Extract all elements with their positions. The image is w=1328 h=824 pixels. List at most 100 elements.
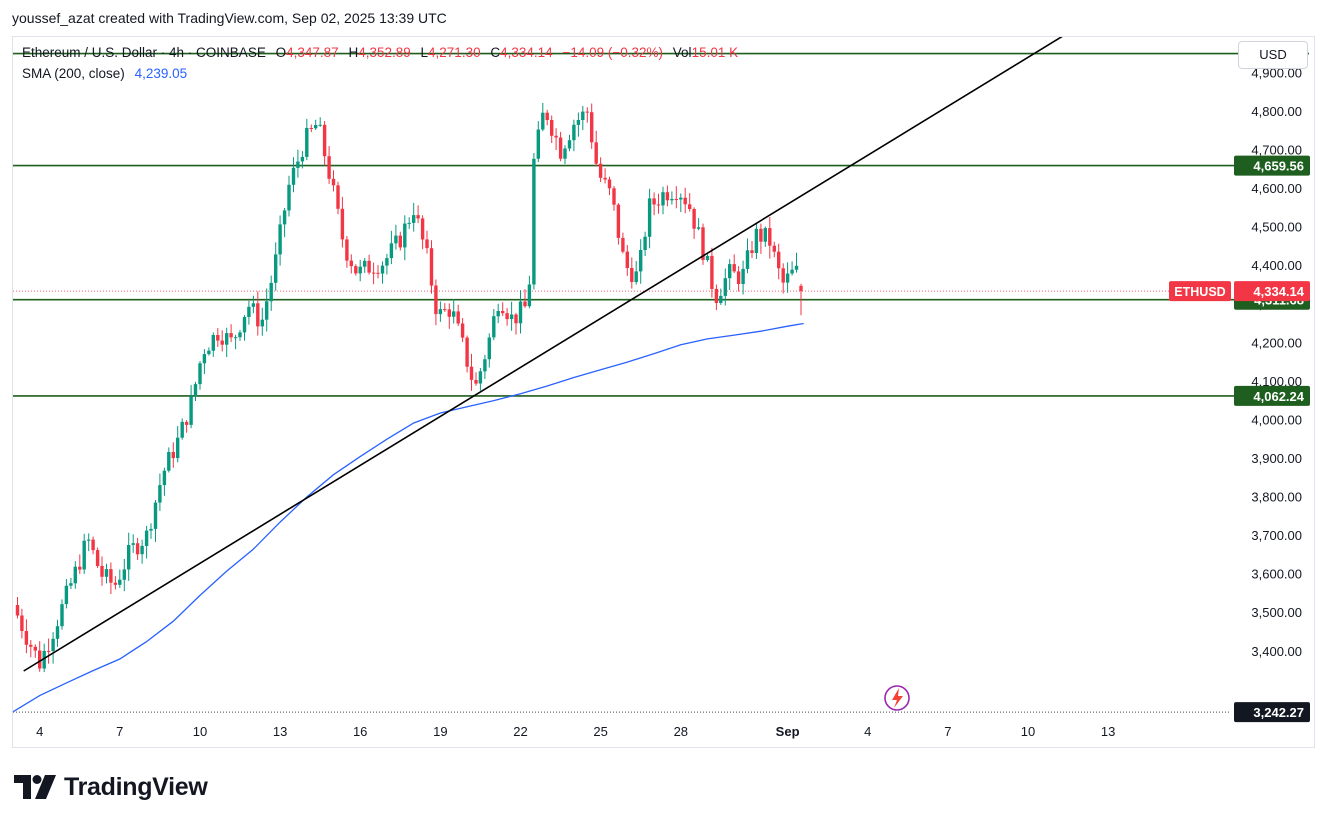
candle[interactable] xyxy=(478,371,483,384)
candle[interactable] xyxy=(616,204,621,238)
candle[interactable] xyxy=(719,295,723,303)
candle[interactable] xyxy=(550,120,554,136)
candle[interactable] xyxy=(176,437,180,459)
candle[interactable] xyxy=(278,224,282,255)
candle[interactable] xyxy=(127,545,131,570)
candle[interactable] xyxy=(505,313,509,320)
candle[interactable] xyxy=(696,227,701,229)
candle[interactable] xyxy=(398,235,402,248)
candle[interactable] xyxy=(242,317,247,333)
candle[interactable] xyxy=(238,332,242,338)
candle[interactable] xyxy=(683,197,687,205)
candle[interactable] xyxy=(64,585,69,605)
candle[interactable] xyxy=(385,258,389,266)
candle[interactable] xyxy=(741,268,745,284)
symbol-title[interactable]: Ethereum / U.S. Dollar · 4h · COINBASE xyxy=(22,45,266,60)
currency-button[interactable]: USD xyxy=(1238,41,1308,69)
candle[interactable] xyxy=(781,268,785,283)
candle[interactable] xyxy=(754,228,759,253)
candle[interactable] xyxy=(492,316,496,338)
candle[interactable] xyxy=(652,198,656,205)
candle[interactable] xyxy=(532,158,536,285)
candle[interactable] xyxy=(665,192,670,201)
ticker-badge[interactable] xyxy=(1169,281,1231,302)
candle[interactable] xyxy=(518,301,523,324)
candle[interactable] xyxy=(282,210,287,225)
candle[interactable] xyxy=(674,199,678,200)
candle[interactable] xyxy=(389,243,394,259)
candle[interactable] xyxy=(763,228,767,242)
sma-line[interactable] xyxy=(12,322,804,713)
candle[interactable] xyxy=(536,129,540,159)
candle[interactable] xyxy=(416,215,420,219)
candle[interactable] xyxy=(429,248,434,286)
candle[interactable] xyxy=(82,540,86,570)
candle[interactable] xyxy=(91,539,95,551)
candle[interactable] xyxy=(407,222,411,224)
candle[interactable] xyxy=(661,192,665,206)
candle[interactable] xyxy=(679,197,683,200)
candle[interactable] xyxy=(220,340,224,345)
candle[interactable] xyxy=(563,148,567,159)
candle[interactable] xyxy=(225,333,229,345)
candle[interactable] xyxy=(598,163,603,178)
candle[interactable] xyxy=(460,323,465,338)
candle[interactable] xyxy=(24,631,29,645)
candle[interactable] xyxy=(15,605,20,616)
candle[interactable] xyxy=(202,354,207,364)
candle[interactable] xyxy=(38,650,42,669)
candle[interactable] xyxy=(189,396,193,425)
candle[interactable] xyxy=(69,583,73,586)
candle[interactable] xyxy=(376,272,380,274)
candle[interactable] xyxy=(118,579,122,585)
candle[interactable] xyxy=(612,188,616,205)
candle[interactable] xyxy=(78,566,82,570)
candle[interactable] xyxy=(184,421,189,425)
candle[interactable] xyxy=(198,363,202,385)
candle[interactable] xyxy=(643,236,647,250)
candle[interactable] xyxy=(496,311,500,317)
candle[interactable] xyxy=(745,250,750,269)
candle[interactable] xyxy=(714,288,719,303)
candle[interactable] xyxy=(33,646,37,651)
candle[interactable] xyxy=(585,111,589,113)
candle[interactable] xyxy=(785,273,790,283)
candle[interactable] xyxy=(162,470,167,486)
candle[interactable] xyxy=(509,314,514,320)
lightning-icon[interactable] xyxy=(884,685,910,711)
candle[interactable] xyxy=(318,124,322,126)
candle[interactable] xyxy=(363,260,367,267)
candle[interactable] xyxy=(567,140,572,149)
candle[interactable] xyxy=(474,380,478,384)
candle[interactable] xyxy=(345,239,349,261)
candle[interactable] xyxy=(354,266,358,274)
candle[interactable] xyxy=(710,255,714,289)
candle[interactable] xyxy=(113,582,118,585)
candle[interactable] xyxy=(211,335,215,351)
candle[interactable] xyxy=(634,271,638,283)
candle[interactable] xyxy=(358,266,362,274)
candle[interactable] xyxy=(514,314,518,324)
candle[interactable] xyxy=(487,337,491,360)
candle[interactable] xyxy=(104,569,109,577)
candle[interactable] xyxy=(630,268,634,282)
candle[interactable] xyxy=(541,112,545,130)
candle[interactable] xyxy=(247,306,251,317)
candle[interactable] xyxy=(287,184,291,211)
candle[interactable] xyxy=(572,124,576,141)
candle[interactable] xyxy=(144,530,149,546)
candle[interactable] xyxy=(639,250,643,272)
candle[interactable] xyxy=(688,204,692,209)
candle[interactable] xyxy=(750,250,754,253)
candle[interactable] xyxy=(131,543,135,545)
candle[interactable] xyxy=(60,604,64,627)
candle[interactable] xyxy=(73,566,77,584)
candle[interactable] xyxy=(438,309,443,315)
candle[interactable] xyxy=(42,650,46,669)
candle[interactable] xyxy=(140,545,144,555)
candle[interactable] xyxy=(523,301,527,307)
candle[interactable] xyxy=(158,485,162,503)
candle[interactable] xyxy=(443,309,447,311)
candle[interactable] xyxy=(216,335,220,341)
